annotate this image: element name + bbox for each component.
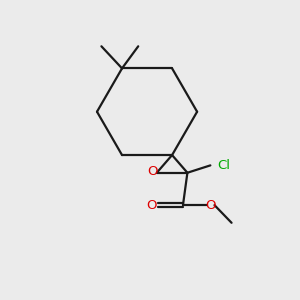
Text: O: O xyxy=(147,165,158,178)
Text: O: O xyxy=(206,199,216,212)
Text: O: O xyxy=(146,199,157,212)
Text: Cl: Cl xyxy=(217,159,230,172)
